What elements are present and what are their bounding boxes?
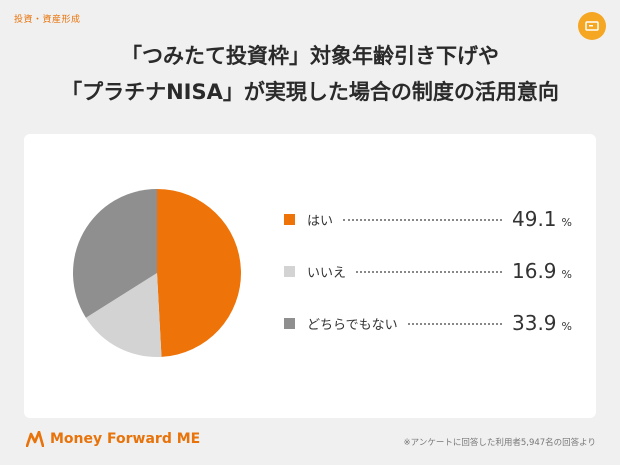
category-label: 投資・資産形成 — [14, 15, 81, 25]
logo-mark-icon — [26, 431, 44, 447]
leader-dots — [343, 219, 502, 221]
money-forward-logo: Money Forward ME — [26, 431, 200, 447]
value-number: 16.9 — [512, 259, 557, 283]
legend-swatch — [284, 265, 295, 277]
monitor-icon — [578, 12, 606, 40]
title-line-1: 「つみたて投資枠」対象年齢引き下げや — [121, 44, 499, 68]
leader-dots — [356, 271, 502, 273]
legend-label: いいえ — [307, 265, 347, 281]
logo-text: Money Forward ME — [50, 431, 201, 447]
legend-label: どちらでもない — [307, 317, 398, 333]
legend-label: はい — [307, 213, 334, 229]
legend-value: 16.9% — [512, 259, 584, 283]
legend-value: 33.9% — [512, 311, 584, 335]
value-number: 49.1 — [512, 207, 557, 231]
chart-title: 「つみたて投資枠」対象年齢引き下げや 「プラチナNISA」が実現した場合の制度の… — [0, 38, 620, 110]
footnote: ※アンケートに回答した利用者5,947名の回答より — [403, 438, 596, 448]
value-unit: % — [561, 216, 572, 229]
legend-item: いいえ 16.9% — [284, 258, 584, 284]
pie-chart — [72, 189, 242, 357]
chart-card: はい 49.1% いいえ 16.9% どちらでもない 33.9% — [24, 134, 596, 418]
value-unit: % — [561, 268, 572, 281]
legend-item: どちらでもない 33.9% — [284, 310, 584, 336]
title-line-2: 「プラチナNISA」が実現した場合の制度の活用意向 — [61, 80, 559, 104]
legend-value: 49.1% — [512, 207, 584, 231]
legend-item: はい 49.1% — [284, 206, 584, 232]
leader-dots — [407, 323, 502, 325]
value-number: 33.9 — [512, 311, 557, 335]
legend-swatch — [284, 213, 295, 225]
legend: はい 49.1% いいえ 16.9% どちらでもない 33.9% — [284, 206, 584, 362]
legend-swatch — [284, 317, 295, 329]
pie-slice — [72, 189, 157, 318]
pie-slice — [157, 189, 242, 357]
pie-slice — [85, 273, 162, 357]
value-unit: % — [561, 320, 572, 333]
